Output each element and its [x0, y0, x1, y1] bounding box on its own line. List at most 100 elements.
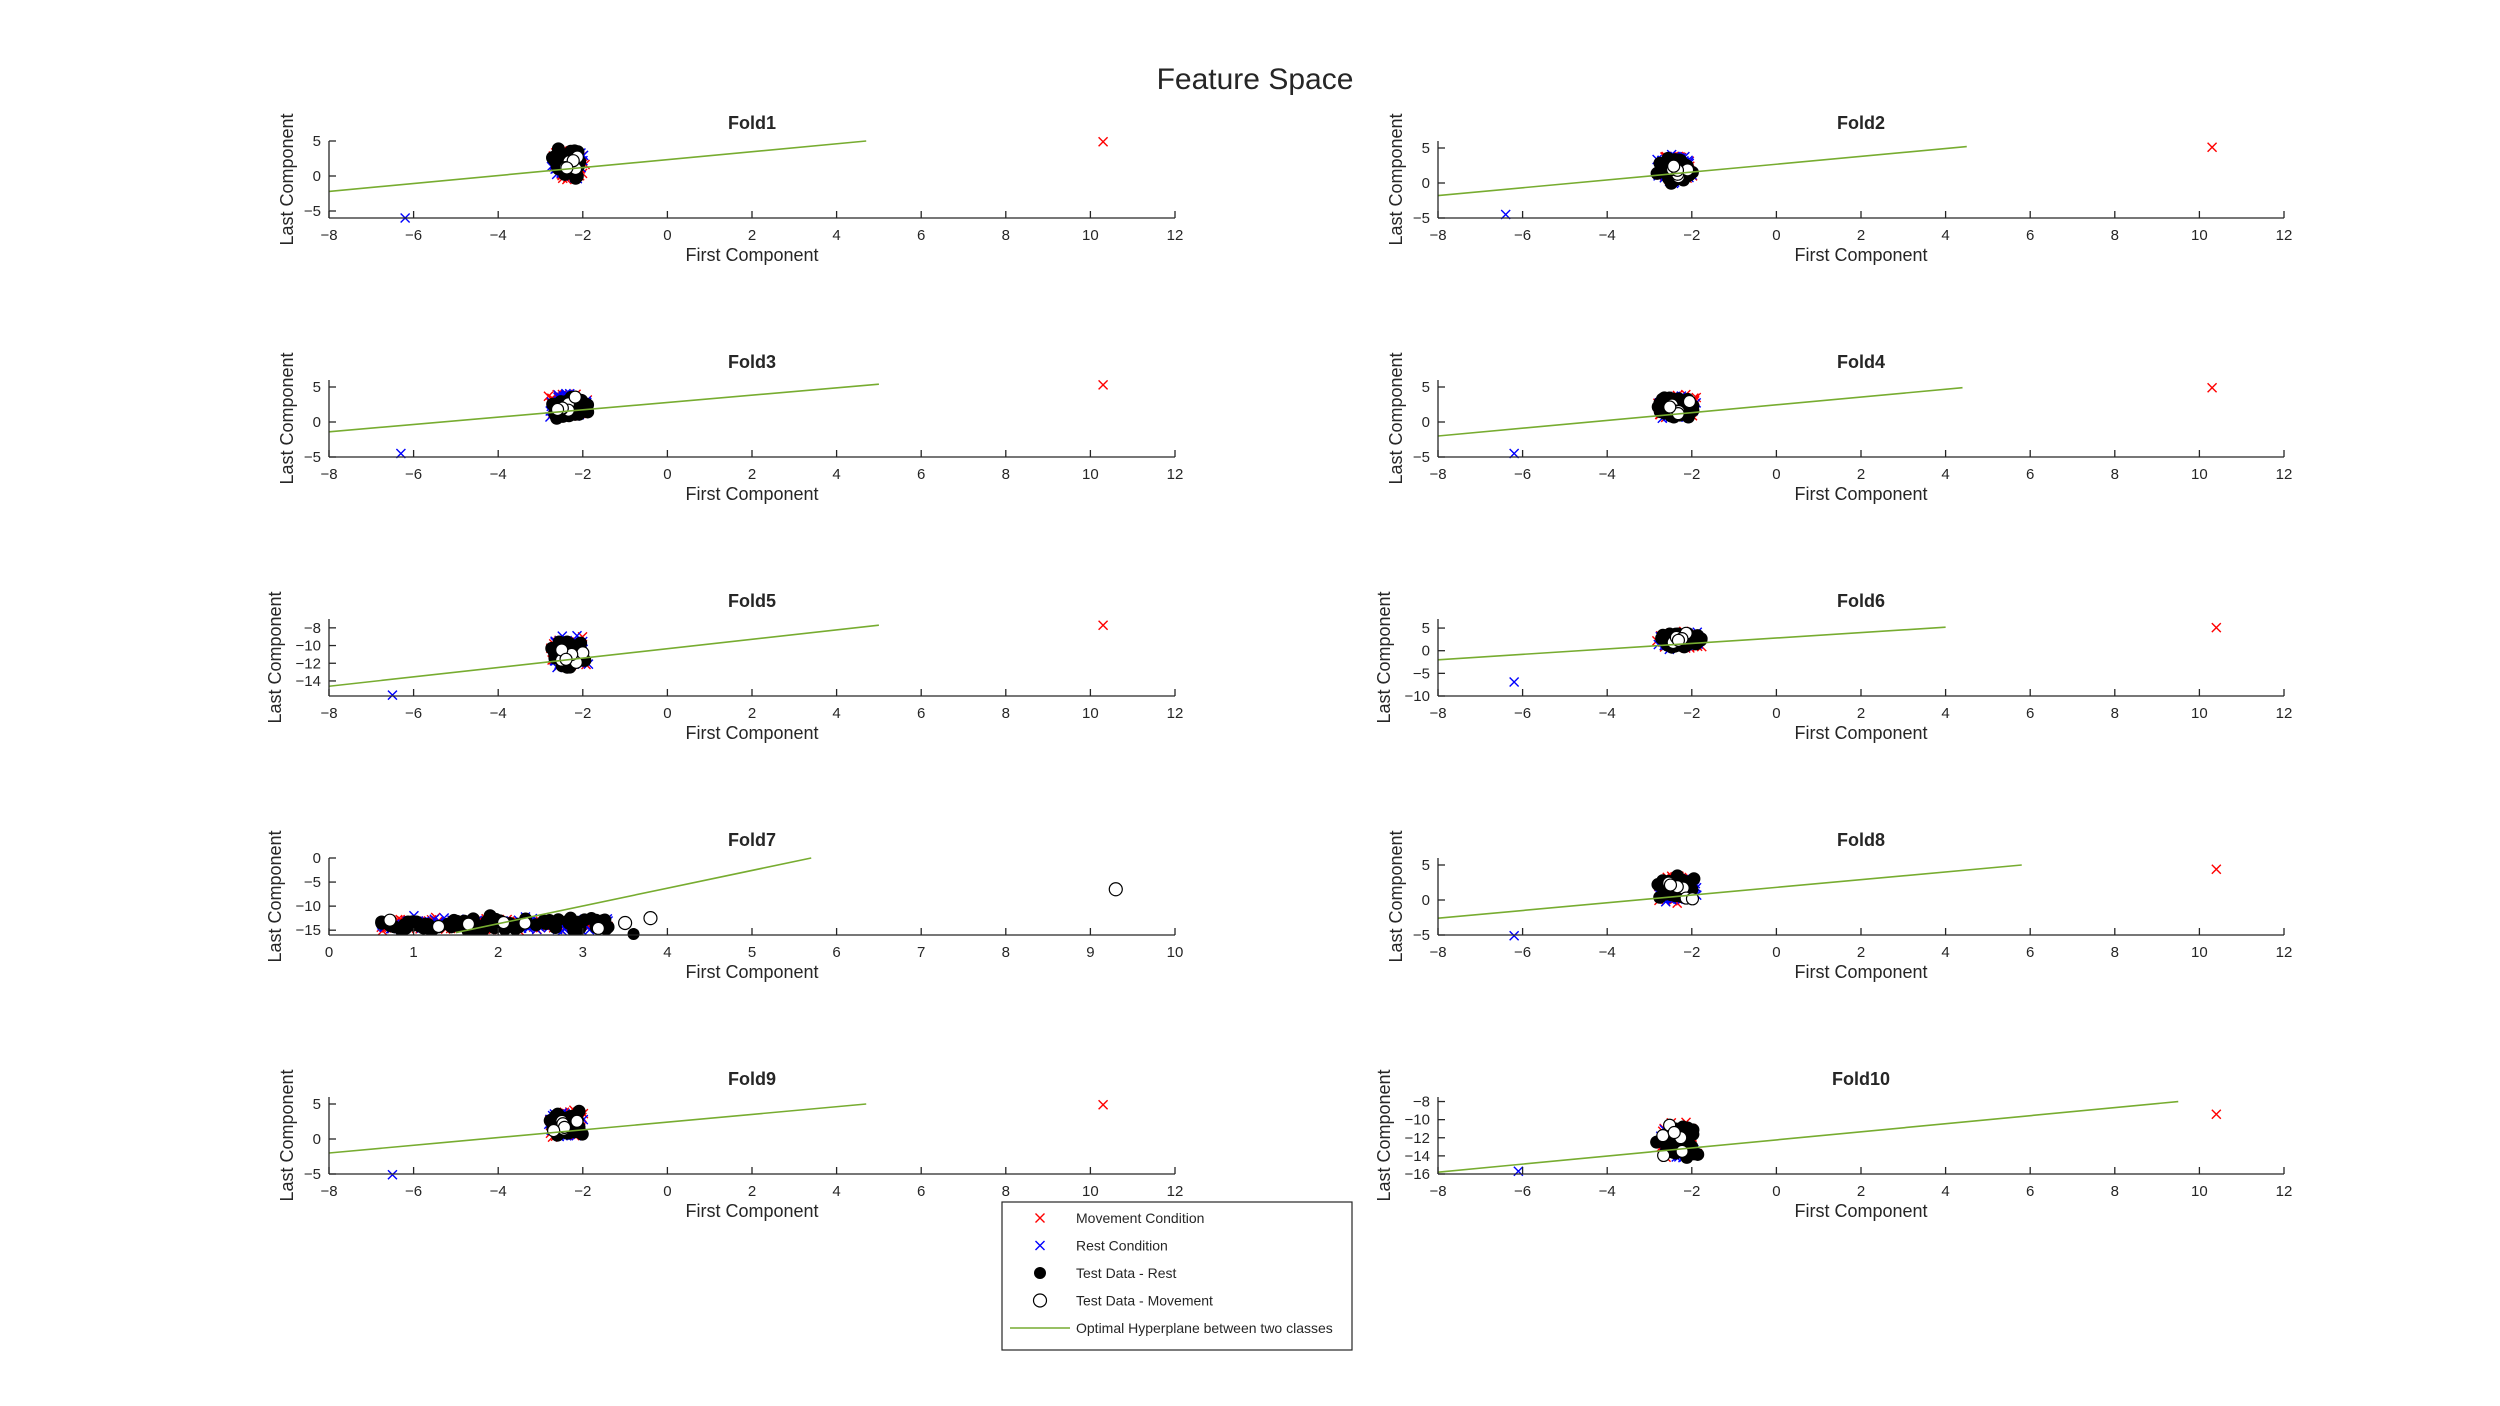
legend-label: Movement Condition [1076, 1210, 1204, 1226]
y-tick-label: −8 [304, 620, 321, 637]
x-tick-label: −2 [574, 466, 591, 483]
data-layer [329, 624, 879, 688]
movement-outlier [1098, 620, 1109, 631]
x-tick-label: 12 [1167, 1183, 1184, 1200]
x-tick-label: −6 [1514, 944, 1531, 961]
x-tick-label: 4 [832, 1183, 840, 1200]
y-tick-label: 5 [1422, 140, 1430, 157]
x-tick-label: −2 [1683, 944, 1700, 961]
y-axis-label: Last Component [1374, 1069, 1394, 1201]
test-movement-point [570, 1114, 584, 1128]
x-tick-label: 2 [1857, 1183, 1865, 1200]
x-tick-label: 4 [1941, 705, 1949, 722]
subplot-title: Fold10 [1832, 1069, 1890, 1089]
test-movement-point [591, 921, 605, 935]
y-axis-label: Last Component [1386, 830, 1406, 962]
x-tick-label: 6 [917, 466, 925, 483]
x-tick-label: 12 [1167, 705, 1184, 722]
y-tick-label: 0 [313, 168, 321, 185]
y-tick-label: 0 [313, 850, 321, 867]
x-tick-label: 10 [2191, 466, 2208, 483]
x-tick-label: −8 [320, 466, 337, 483]
y-axis-label: Last Component [265, 830, 285, 962]
x-axis-label: First Component [685, 1201, 818, 1221]
legend-marker-x [1035, 1213, 1045, 1223]
hyperplane-line [329, 624, 879, 688]
test-rest-point [539, 916, 553, 930]
y-tick-label: −5 [1413, 665, 1430, 682]
x-tick-label: 8 [2111, 705, 2119, 722]
subplot-title: Fold2 [1837, 113, 1885, 133]
movement-outlier [2207, 142, 2218, 153]
x-tick-label: 6 [917, 705, 925, 722]
x-tick-label: 12 [2276, 944, 2293, 961]
y-tick-label: −5 [304, 874, 321, 891]
x-tick-label: −4 [490, 705, 507, 722]
x-tick-label: 12 [2276, 705, 2293, 722]
hyperplane-line [1438, 626, 1946, 661]
y-tick-label: −15 [296, 922, 321, 939]
y-tick-label: 0 [1422, 414, 1430, 431]
x-tick-label: 12 [1167, 227, 1184, 244]
x-tick-label: −8 [320, 1183, 337, 1200]
x-tick-label: 0 [325, 944, 333, 961]
x-axis-label: First Component [1794, 1201, 1927, 1221]
test-movement-point [1663, 878, 1678, 892]
x-tick-label: 10 [1082, 227, 1099, 244]
x-tick-label: −6 [1514, 705, 1531, 722]
x-tick-label: −4 [1599, 705, 1616, 722]
x-axis-label: First Component [685, 962, 818, 982]
y-tick-label: −5 [304, 203, 321, 220]
subplot-title: Fold7 [728, 830, 776, 850]
x-tick-label: −2 [1683, 466, 1700, 483]
test-rest-point [564, 911, 578, 925]
x-tick-label: −8 [320, 227, 337, 244]
rest-outlier [1509, 676, 1520, 687]
x-tick-label: −8 [1429, 227, 1446, 244]
x-tick-label: −2 [574, 227, 591, 244]
x-tick-label: −6 [1514, 466, 1531, 483]
x-tick-label: −4 [490, 1183, 507, 1200]
x-tick-label: −2 [574, 705, 591, 722]
x-tick-label: 2 [748, 227, 756, 244]
x-tick-label: 8 [2111, 466, 2119, 483]
legend-marker-open-circle [1032, 1293, 1048, 1308]
subplot-fold7: 0 1 2 3 4 5 6 7 8 9 10 −15 −10 −5 0 Fold7 First Componen… [265, 830, 1183, 982]
x-tick-label: −6 [405, 227, 422, 244]
movement-outlier [2211, 622, 2222, 633]
y-tick-label: −10 [1405, 1112, 1430, 1129]
x-tick-label: −4 [1599, 466, 1616, 483]
subplot-fold4: −8 −6 −4 −2 0 2 4 6 8 10 12 −5 0 5 Fold4 First Componen… [1386, 352, 2292, 504]
y-axis-label: Last Component [1386, 352, 1406, 484]
x-tick-label: 2 [748, 466, 756, 483]
subplot-fold10: −8 −6 −4 −2 0 2 4 6 8 10 12−16−14−12−10−8Fold10Fir… [1374, 1069, 2292, 1221]
x-tick-label: 9 [1086, 944, 1094, 961]
test-movement-outlier [617, 915, 633, 931]
x-tick-label: −8 [320, 705, 337, 722]
test-rest-outlier [627, 928, 640, 941]
legend-label: Rest Condition [1076, 1238, 1168, 1254]
x-tick-label: 10 [1082, 705, 1099, 722]
rest-outlier [387, 690, 398, 701]
hyperplane-line [455, 857, 812, 934]
y-tick-label: −10 [296, 638, 321, 655]
x-tick-label: 0 [663, 466, 671, 483]
subplot-fold8: −8 −6 −4 −2 0 2 4 6 8 10 12 −5 0 5 Fold8 First Componen… [1386, 830, 2292, 982]
legend-marker-filled-circle [1034, 1267, 1046, 1279]
x-tick-label: 10 [2191, 944, 2208, 961]
y-tick-label: −14 [1405, 1148, 1430, 1165]
test-movement-point [547, 1123, 561, 1138]
x-tick-label: 8 [1002, 466, 1010, 483]
movement-outlier [2211, 1109, 2222, 1120]
hyperplane-line [329, 383, 879, 433]
test-movement-point [568, 390, 582, 404]
x-axis-label: First Component [1794, 723, 1927, 743]
x-tick-label: 4 [1941, 227, 1949, 244]
data-layer [375, 857, 812, 935]
x-tick-label: 2 [494, 944, 502, 961]
x-tick-label: 6 [2026, 1183, 2034, 1200]
x-tick-label: 12 [2276, 1183, 2293, 1200]
x-tick-label: −6 [405, 1183, 422, 1200]
y-tick-label: −12 [296, 655, 321, 672]
